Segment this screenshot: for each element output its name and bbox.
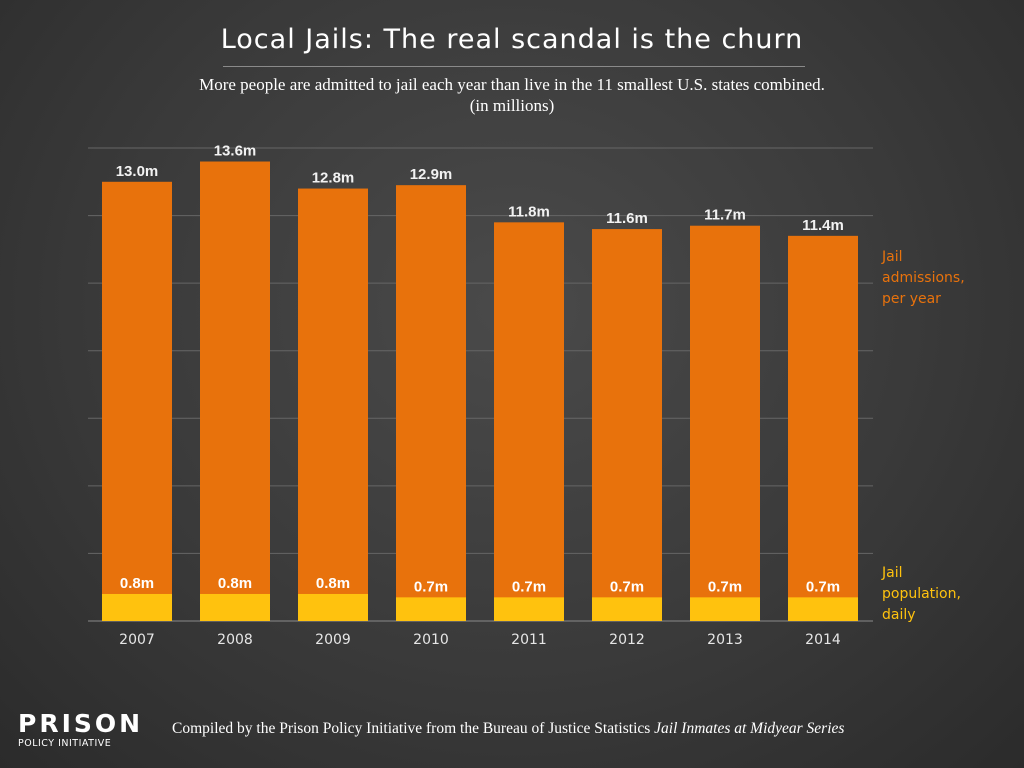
label-admissions-2012: 11.6m [606, 210, 648, 227]
label-admissions-2011: 11.8m [508, 203, 550, 220]
bar-admissions-2010 [396, 185, 466, 621]
label-population-2010: 0.7m [414, 578, 448, 595]
logo-subtitle: POLICY INITIATIVE [18, 738, 112, 749]
bar-admissions-2011 [494, 222, 564, 622]
label-population-2009: 0.8m [316, 575, 350, 592]
legend-population: Jail population, daily [882, 563, 1002, 626]
x-tick-label-2014: 2014 [805, 632, 841, 648]
label-population-2011: 0.7m [512, 578, 546, 595]
label-admissions-2008: 13.6m [214, 143, 257, 160]
legend-admissions-line-3: per year [882, 291, 941, 307]
bar-admissions-2014 [788, 235, 858, 622]
bar-population-2012 [592, 597, 662, 621]
logo-word: PRISON [18, 709, 144, 738]
bar-population-2013 [690, 597, 760, 621]
bar-admissions-2008 [200, 161, 270, 621]
x-tick-label-2009: 2009 [315, 632, 351, 648]
bar-population-2009 [298, 593, 368, 621]
x-tick-label-2010: 2010 [413, 632, 449, 648]
subtitle-line-1: More people are admitted to jail each ye… [199, 75, 825, 94]
legend-population-line-1: Jail [882, 565, 903, 581]
source-note: Compiled by the Prison Policy Initiative… [172, 720, 844, 738]
bar-population-2008 [200, 593, 270, 621]
bar-admissions-2007 [102, 181, 172, 622]
x-tick-label-2007: 2007 [119, 632, 155, 648]
bar-admissions-2013 [690, 225, 760, 621]
label-admissions-2010: 12.9m [410, 166, 453, 183]
chart-subtitle: More people are admitted to jail each ye… [0, 74, 1024, 116]
label-population-2007: 0.8m [120, 575, 154, 592]
prison-policy-initiative-logo: PRISON POLICY INITIATIVE [18, 710, 143, 750]
title-divider [223, 66, 805, 67]
bar-population-2010 [396, 597, 466, 621]
x-tick-label-2008: 2008 [217, 632, 253, 648]
bar-population-2007 [102, 593, 172, 621]
x-tick-label-2012: 2012 [609, 632, 645, 648]
legend-population-line-3: daily [882, 607, 916, 623]
label-admissions-2014: 11.4m [802, 217, 844, 234]
legend-admissions: Jail admissions, per year [882, 247, 1012, 310]
jail-bar-chart: 13.0m 0.8m 2007 13.6m 0.8m 2008 12.8m 0.8m 2009 1… [88, 143, 873, 648]
label-population-2012: 0.7m [610, 578, 644, 595]
source-italic: Jail Inmates at Midyear Series [654, 720, 845, 737]
subtitle-line-2: (in millions) [469, 96, 555, 115]
chart-title: Local Jails: The real scandal is the chu… [220, 24, 804, 55]
bar-population-2011 [494, 597, 564, 621]
legend-admissions-line-1: Jail [882, 249, 903, 265]
bar-population-2014 [788, 597, 858, 621]
x-tick-label-2011: 2011 [511, 632, 547, 648]
label-admissions-2007: 13.0m [116, 163, 159, 180]
label-admissions-2013: 11.7m [704, 207, 746, 224]
bar-admissions-2012 [592, 229, 662, 622]
source-prefix: Compiled by the Prison Policy Initiative… [172, 720, 655, 737]
label-admissions-2009: 12.8m [312, 170, 355, 187]
label-population-2008: 0.8m [218, 575, 252, 592]
bar-admissions-2009 [298, 188, 368, 622]
legend-population-line-2: population, [882, 586, 961, 602]
label-population-2014: 0.7m [806, 578, 840, 595]
label-population-2013: 0.7m [708, 578, 742, 595]
legend-admissions-line-2: admissions, [882, 270, 965, 286]
x-tick-label-2013: 2013 [707, 632, 743, 648]
